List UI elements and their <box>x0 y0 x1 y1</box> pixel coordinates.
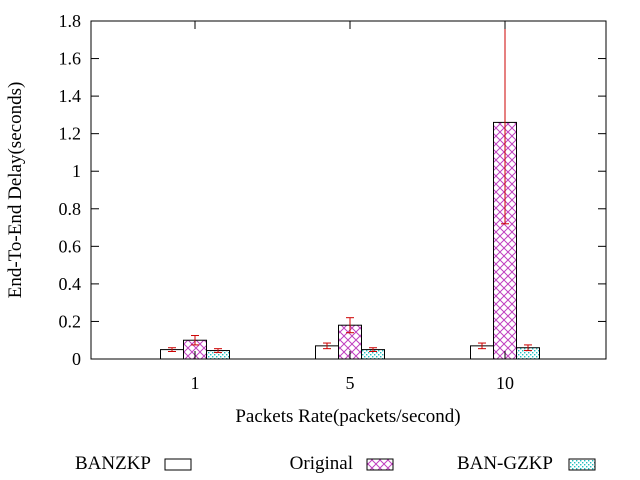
x-tick-label: 1 <box>191 373 200 393</box>
legend: BANZKP Original BAN-GZKP <box>75 453 596 474</box>
legend-label: BAN-GZKP <box>457 453 553 474</box>
error-bar-banzkp-5 <box>323 342 331 350</box>
legend-swatch <box>568 458 596 471</box>
error-bar-original-1 <box>191 335 199 346</box>
x-tick-label: 10 <box>496 373 514 393</box>
error-bar-ban-gzkp-10 <box>524 344 532 352</box>
x-axis-label: Packets Rate(packets/second) <box>235 406 460 427</box>
legend-label: BANZKP <box>75 453 151 474</box>
error-bar-banzkp-10 <box>478 342 486 350</box>
y-tick-label: 1.8 <box>59 11 82 31</box>
legend-swatch <box>164 458 192 471</box>
x-tick-label: 5 <box>346 373 355 393</box>
error-bar-ban-gzkp-5 <box>369 347 377 352</box>
y-tick-label: 1.2 <box>59 124 82 144</box>
plot-border <box>90 20 607 360</box>
y-tick-label: 0 <box>72 349 81 369</box>
legend-swatch <box>366 458 394 471</box>
error-bar-ban-gzkp-1 <box>214 348 222 353</box>
y-axis-label: End-To-End Delay(seconds) <box>5 82 26 299</box>
y-tick-label: 1.6 <box>59 49 82 69</box>
legend-label: Original <box>290 453 353 474</box>
y-tick-label: 0.2 <box>59 311 82 331</box>
legend-item-ban-gzkp: BAN-GZKP <box>457 453 596 474</box>
y-tick-label: 1.4 <box>59 86 82 106</box>
y-tick-label: 0.8 <box>59 199 82 219</box>
error-bars <box>168 20 532 353</box>
bars <box>160 121 540 360</box>
axis-ticks: 0 0.2 0.4 0.6 0.8 1 1.2 1.4 1.6 1.8 1 5 10 <box>59 11 606 393</box>
y-tick-label: 1 <box>72 161 81 181</box>
y-tick-label: 0.6 <box>59 236 82 256</box>
legend-item-original: Original <box>290 453 394 474</box>
error-bar-original-5 <box>346 317 354 334</box>
error-bar-banzkp-1 <box>168 347 176 352</box>
y-tick-label: 0.4 <box>59 274 82 294</box>
legend-item-banzkp: BANZKP <box>75 453 192 474</box>
plot-frame <box>90 20 607 360</box>
